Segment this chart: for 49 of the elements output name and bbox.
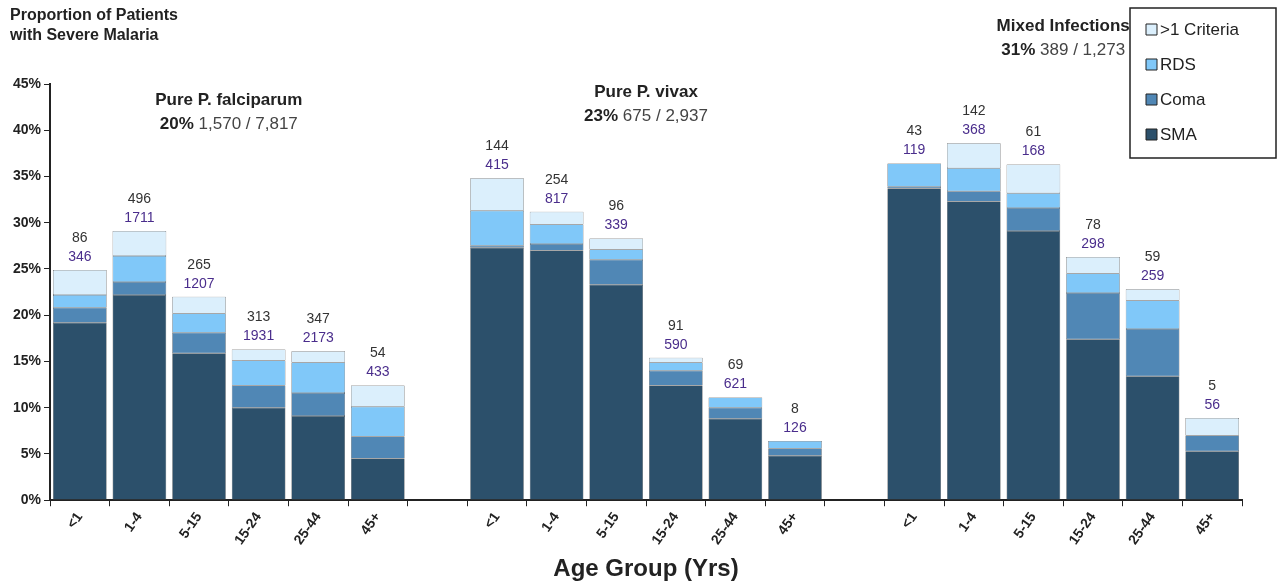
annotation: 86 346 [68,228,92,264]
x-tick-label: 45+ [356,508,384,538]
legend-label: RDS [1160,54,1196,74]
x-tick-label: <1 [897,508,920,532]
x-tick-label: 45+ [1191,508,1218,538]
annotation: 61 168 [1021,123,1046,159]
annotation: 23% 675 / 2,937 [584,105,708,125]
y-tick-label: 10% [12,398,42,415]
x-axis-title: Age Group (Yrs) [553,554,739,582]
annotation: 265 1207 [183,255,215,291]
annotation: 144 415 [485,137,509,173]
annotation: 91 590 [664,316,688,352]
annotation: 254 817 [544,170,569,206]
y-tick-label: 35% [12,167,42,184]
annotation: 142 368 [962,102,986,138]
annotation: 96 339 [604,197,629,233]
text: 31% 389 / 1,273 [1001,39,1126,59]
x-tick-label: 1-4 [954,508,980,535]
annotation: 8 126 [783,399,807,435]
annotation: 5 56 [1204,376,1221,412]
x-tick-label: 1-4 [537,508,563,535]
x-tick-label: 45+ [773,508,801,538]
y-tick-label: 40% [12,121,42,138]
text: Mixed Infections [996,15,1130,35]
annotation: 20% 1,570 / 7,817 [159,113,298,133]
y-tick-label: 5% [20,444,42,461]
legend-label: Coma [1160,89,1206,109]
annotation: 59 259 [1140,248,1165,284]
y-tick-label: 25% [12,259,42,276]
annotation: 69 621 [723,356,748,392]
y-tick-label: 15% [12,352,42,369]
y-tick-label: 0% [20,491,42,508]
annotation: 313 1931 [243,308,275,344]
y-tick-label: 20% [12,306,42,323]
annotation: 54 433 [366,344,390,380]
y-tick-label: 30% [12,213,42,230]
y-axis-title: Proportion of Patients with Severe Malaria [9,6,179,44]
x-tick-label: <1 [63,508,86,532]
annotation: 347 2173 [302,310,334,346]
legend-label: SMA [1160,124,1198,144]
annotation: Pure P. falciparum [155,89,303,109]
annotation: 43 119 [903,122,926,158]
annotation: 78 298 [1081,215,1105,251]
y-tick-label: 45% [12,74,42,91]
annotation: Pure P. vivax [594,81,699,101]
legend-label: >1 Criteria [1160,19,1240,39]
x-tick-label: <1 [480,508,503,532]
annotation: 496 1711 [124,189,155,225]
x-tick-label: 1-4 [120,508,146,535]
